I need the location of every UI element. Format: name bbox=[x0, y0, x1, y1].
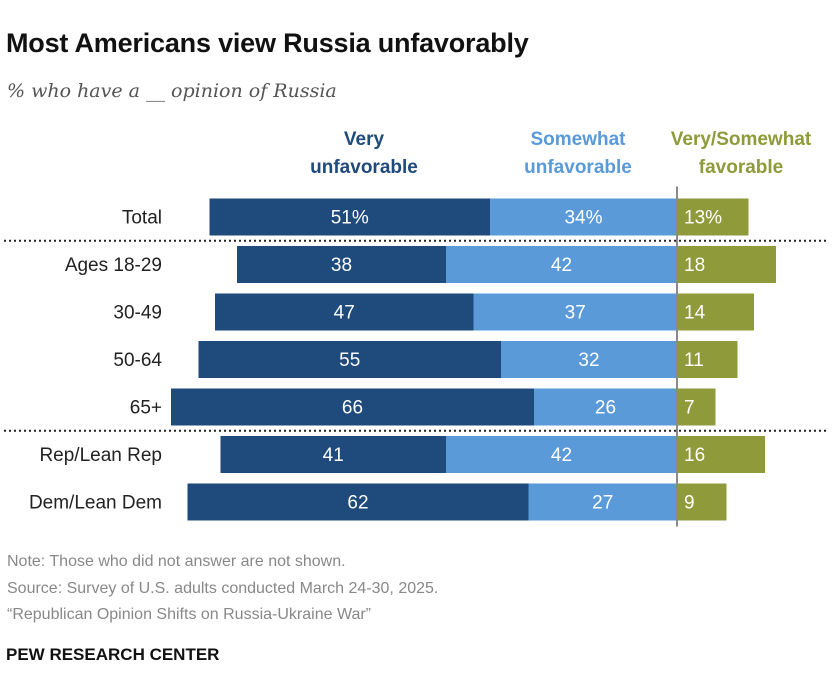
bar-somewhat-unfavorable bbox=[490, 198, 677, 236]
value-label-very-unfavorable: 38 bbox=[331, 255, 352, 276]
value-label-somewhat-unfavorable: 42 bbox=[551, 445, 572, 466]
value-label-favorable: 18 bbox=[684, 255, 705, 276]
pew-logo-text: PEW RESEARCH CENTER bbox=[6, 645, 220, 664]
bar-favorable bbox=[677, 388, 716, 426]
bar-very-unfavorable bbox=[220, 436, 446, 473]
value-label-very-unfavorable: 62 bbox=[347, 493, 368, 514]
category-labels: Total Ages 18-29 30-49 50-64 65+ Rep/Lean Rep… bbox=[29, 208, 162, 514]
category-label: 65+ bbox=[130, 398, 162, 419]
value-label-somewhat-unfavorable: 26 bbox=[595, 398, 616, 419]
value-label-favorable: 9 bbox=[684, 493, 695, 514]
chart-title: Most Americans view Russia unfavorably bbox=[6, 28, 529, 58]
bars: 51% 34% 13% 38 42 18 47 37 14 55 32 11 66 26 7 41 42 16 62… bbox=[171, 198, 776, 521]
legend-header: Somewhat unfavorable bbox=[524, 129, 632, 178]
value-label-favorable: 16 bbox=[684, 445, 705, 466]
bar-very-unfavorable bbox=[215, 293, 474, 331]
value-label-very-unfavorable: 66 bbox=[342, 398, 363, 419]
bar-somewhat-unfavorable bbox=[446, 436, 677, 473]
bar-very-unfavorable bbox=[209, 198, 490, 236]
bar-very-unfavorable bbox=[198, 341, 501, 378]
bar-favorable bbox=[677, 483, 727, 521]
value-label-favorable: 7 bbox=[684, 398, 695, 419]
value-label-favorable: 11 bbox=[684, 350, 704, 371]
value-label-favorable: 14 bbox=[684, 303, 706, 324]
bar-very-unfavorable bbox=[187, 483, 529, 521]
legend: Very unfavorable Somewhat unfavorable Very/S… bbox=[310, 129, 812, 178]
category-label: Ages 18-29 bbox=[65, 255, 162, 276]
value-label-very-unfavorable: 55 bbox=[339, 350, 360, 371]
category-label: Total bbox=[122, 208, 162, 229]
bar-somewhat-unfavorable bbox=[528, 483, 677, 521]
bar-very-unfavorable bbox=[171, 388, 534, 426]
value-label-somewhat-unfavorable: 32 bbox=[578, 350, 599, 371]
value-label-favorable: 13% bbox=[684, 208, 722, 229]
category-label: 50-64 bbox=[113, 350, 162, 371]
value-label-somewhat-unfavorable: 37 bbox=[565, 303, 586, 324]
note-text: Note: Those who did not answer are not s… bbox=[7, 553, 346, 570]
bar-favorable bbox=[677, 341, 738, 378]
value-label-very-unfavorable: 47 bbox=[334, 303, 355, 324]
bar-favorable bbox=[677, 198, 749, 236]
bar-favorable bbox=[677, 436, 765, 473]
legend-header: Very/Somewhat favorable bbox=[671, 129, 812, 178]
chart-subtitle: % who have a __ opinion of Russia bbox=[7, 80, 337, 102]
report-text: “Republican Opinion Shifts on Russia-Ukr… bbox=[7, 606, 371, 623]
bar-very-unfavorable bbox=[237, 246, 446, 283]
bar-somewhat-unfavorable bbox=[501, 341, 677, 378]
value-label-somewhat-unfavorable: 34% bbox=[564, 208, 602, 229]
source-text: Source: Survey of U.S. adults conducted … bbox=[7, 580, 439, 597]
category-label: Dem/Lean Dem bbox=[29, 493, 162, 514]
bar-favorable bbox=[677, 246, 776, 283]
stacked-bar-chart: Very unfavorable Somewhat unfavorable Very/S… bbox=[4, 129, 826, 527]
value-label-somewhat-unfavorable: 42 bbox=[551, 255, 572, 276]
bar-somewhat-unfavorable bbox=[446, 246, 677, 283]
legend-header: Very unfavorable bbox=[310, 129, 418, 178]
bar-somewhat-unfavorable bbox=[473, 293, 677, 331]
category-label: Rep/Lean Rep bbox=[39, 445, 162, 466]
bar-somewhat-unfavorable bbox=[534, 388, 677, 426]
bar-favorable bbox=[677, 293, 754, 331]
value-label-very-unfavorable: 51% bbox=[331, 208, 369, 229]
value-label-very-unfavorable: 41 bbox=[323, 445, 344, 466]
value-label-somewhat-unfavorable: 27 bbox=[592, 493, 613, 514]
group-separators bbox=[4, 239, 826, 432]
category-label: 30-49 bbox=[113, 303, 162, 324]
